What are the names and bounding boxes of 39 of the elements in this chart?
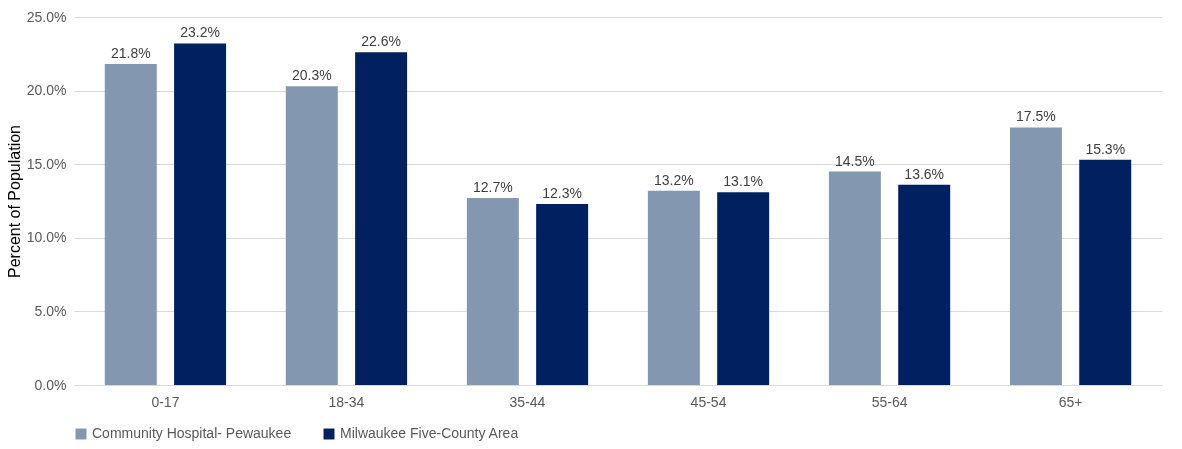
legend-label: Milwaukee Five-County Area bbox=[340, 425, 519, 441]
bar bbox=[355, 52, 408, 385]
bar bbox=[174, 43, 227, 385]
x-tick-label: 45-54 bbox=[690, 393, 727, 410]
bar bbox=[717, 192, 770, 385]
bar bbox=[647, 190, 700, 385]
bar bbox=[1009, 127, 1062, 385]
bar bbox=[1079, 159, 1132, 385]
data-label: 14.5% bbox=[835, 152, 875, 169]
data-label: 12.3% bbox=[542, 184, 582, 201]
data-label: 21.8% bbox=[110, 45, 151, 62]
data-label: 17.5% bbox=[1016, 108, 1056, 125]
x-tick-label: 55-64 bbox=[871, 393, 908, 410]
x-tick-label: 35-44 bbox=[509, 393, 546, 410]
data-label: 22.6% bbox=[361, 33, 401, 50]
y-axis-title: Percent of Population bbox=[5, 125, 23, 278]
data-label: 13.1% bbox=[723, 173, 764, 190]
y-tick-label: 25.0% bbox=[26, 8, 67, 25]
data-label: 12.7% bbox=[472, 179, 513, 196]
bar bbox=[536, 203, 589, 385]
data-label: 15.3% bbox=[1085, 140, 1126, 157]
data-label: 13.6% bbox=[904, 165, 945, 182]
bar bbox=[898, 184, 951, 385]
x-tick-label: 65+ bbox=[1058, 393, 1083, 410]
bar bbox=[828, 171, 881, 385]
y-tick-label: 15.0% bbox=[26, 155, 67, 172]
y-tick-label: 20.0% bbox=[26, 82, 67, 99]
bar bbox=[466, 198, 519, 385]
x-tick-label: 18-34 bbox=[328, 393, 365, 410]
y-tick-label: 10.0% bbox=[26, 229, 67, 246]
x-tick-label: 0-17 bbox=[151, 393, 180, 410]
data-label: 20.3% bbox=[291, 67, 332, 84]
bar bbox=[285, 86, 338, 385]
y-tick-label: 0.0% bbox=[34, 376, 67, 393]
y-tick-label: 5.0% bbox=[34, 302, 67, 319]
legend-label: Community Hospital- Pewaukee bbox=[92, 425, 292, 441]
data-label: 13.2% bbox=[654, 171, 694, 188]
bar bbox=[104, 64, 157, 385]
data-label: 23.2% bbox=[180, 24, 220, 41]
